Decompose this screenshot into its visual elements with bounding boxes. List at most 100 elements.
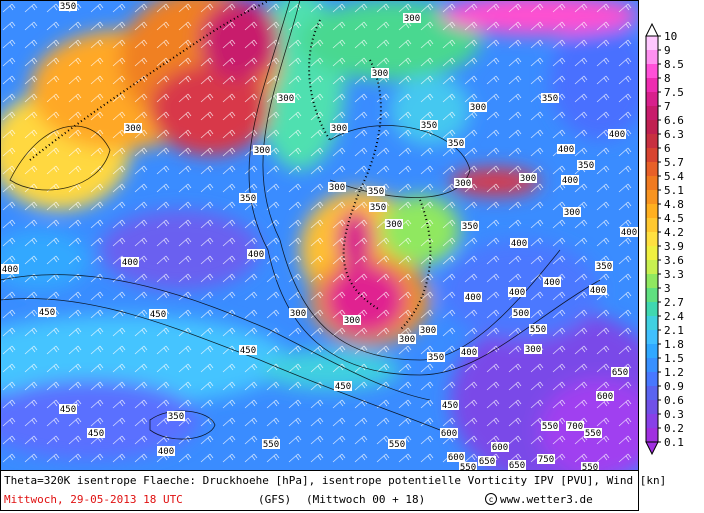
contour-label-bg — [589, 285, 607, 295]
contour-label-bg — [611, 367, 629, 377]
contour-label: 700 — [567, 422, 583, 432]
contour-label-bg — [529, 324, 547, 334]
contour-label-bg — [398, 334, 416, 344]
caption-title: Theta=320K isentrope Flaeche: Druckhoehe… — [4, 474, 666, 487]
contour-label: 350 — [596, 262, 612, 272]
contour-label-bg — [543, 277, 561, 287]
contour-label: 450 — [335, 382, 351, 392]
contour-label: 300 — [525, 345, 541, 355]
contour-label: 450 — [150, 310, 166, 320]
legend-label: 4.5 — [664, 212, 684, 225]
contour-label: 300 — [372, 69, 388, 79]
contour-label-bg — [454, 178, 472, 188]
caption-run: (Mittwoch 00 + 18) — [306, 493, 425, 506]
legend-swatch — [646, 428, 658, 443]
contour-label: 300 — [399, 335, 415, 345]
contour-label-bg — [577, 160, 595, 170]
legend-swatch — [646, 204, 658, 219]
contour-label-bg — [508, 460, 526, 470]
legend-swatch — [646, 50, 658, 65]
contour-label: 550 — [530, 325, 546, 335]
contour-label: 300 — [254, 146, 270, 156]
contour-label: 400 — [2, 265, 18, 275]
contour-label-bg — [420, 120, 438, 130]
legend-label: 2.4 — [664, 310, 684, 323]
contour-label: 350 — [448, 139, 464, 149]
map-field — [1, 1, 638, 470]
legend-frame — [645, 35, 659, 443]
contour-label-bg — [427, 352, 445, 362]
color-legend: 1098.587.576.66.365.75.45.14.84.54.23.93… — [645, 22, 684, 456]
contour-label: 400 — [621, 228, 637, 238]
legend-label: 8.5 — [664, 58, 684, 71]
contour-label-bg — [262, 439, 280, 449]
contour-label-bg — [620, 227, 638, 237]
contour-label-bg — [557, 144, 575, 154]
contour-label-bg — [124, 123, 142, 133]
contour-label: 500 — [513, 309, 529, 319]
contour-label: 400 — [544, 278, 560, 288]
contour-label-bg — [247, 249, 265, 259]
contour-label-bg — [277, 93, 295, 103]
contour-label: 650 — [612, 368, 628, 378]
contour-label: 350 — [368, 187, 384, 197]
contour-label: 400 — [122, 258, 138, 268]
legend-swatch — [646, 106, 658, 121]
contour-label: 300 — [455, 179, 471, 189]
legend-swatch — [646, 302, 658, 317]
copyright-c: c — [489, 495, 494, 504]
legend-top-arrow — [645, 22, 659, 37]
legend-swatch — [646, 358, 658, 373]
contour-label: 550 — [585, 429, 601, 439]
contour-label: 550 — [389, 440, 405, 450]
legend-swatch — [646, 120, 658, 135]
contour-label: 400 — [461, 348, 477, 358]
legend-label: 1.2 — [664, 366, 684, 379]
legend-swatch — [646, 274, 658, 289]
contour-label-bg — [464, 292, 482, 302]
legend-label: 3.6 — [664, 254, 684, 267]
contour-label-bg — [253, 145, 271, 155]
contour-label-bg — [403, 13, 421, 23]
legend-label: 5.4 — [664, 170, 684, 183]
contour-label-bg — [419, 325, 437, 335]
contour-label-bg — [149, 309, 167, 319]
legend-label: 0.9 — [664, 380, 684, 393]
contour-label-bg — [608, 129, 626, 139]
legend-label: 6 — [664, 142, 671, 155]
contour-label: 400 — [609, 130, 625, 140]
contour-label: 550 — [582, 463, 598, 473]
legend-label: 3.9 — [664, 240, 684, 253]
legend-label: 8 — [664, 72, 671, 85]
contour-label-bg — [447, 138, 465, 148]
contour-label: 550 — [542, 422, 558, 432]
contour-label: 350 — [421, 121, 437, 131]
contour-label: 650 — [479, 457, 495, 467]
contour-label-bg — [459, 462, 477, 472]
contour-label-bg — [581, 462, 599, 472]
legend-swatch — [646, 218, 658, 233]
legend-label: 4.8 — [664, 198, 684, 211]
contour-label: 300 — [290, 309, 306, 319]
contour-label: 350 — [168, 412, 184, 422]
contour-label-bg — [469, 102, 487, 112]
legend-label: 6.6 — [664, 114, 684, 127]
caption-source: www.wetter3.de — [500, 493, 593, 506]
contour-label-bg — [478, 456, 496, 466]
legend-swatch — [646, 344, 658, 359]
contour-label-bg — [541, 93, 559, 103]
legend-swatch — [646, 92, 658, 107]
contour-label: 350 — [60, 2, 76, 12]
contour-label-bg — [328, 182, 346, 192]
contour-label: 350 — [240, 194, 256, 204]
legend-swatch — [646, 400, 658, 415]
isobars — [1, 1, 601, 440]
legend-swatch — [646, 330, 658, 345]
legend-label: 1.8 — [664, 338, 684, 351]
copyright-icon — [485, 493, 497, 505]
legend-label: 0.3 — [664, 408, 684, 421]
legend-swatch — [646, 78, 658, 93]
contour-label-bg — [491, 442, 509, 452]
contour-label: 600 — [492, 443, 508, 453]
contour-label-bg — [537, 454, 555, 464]
